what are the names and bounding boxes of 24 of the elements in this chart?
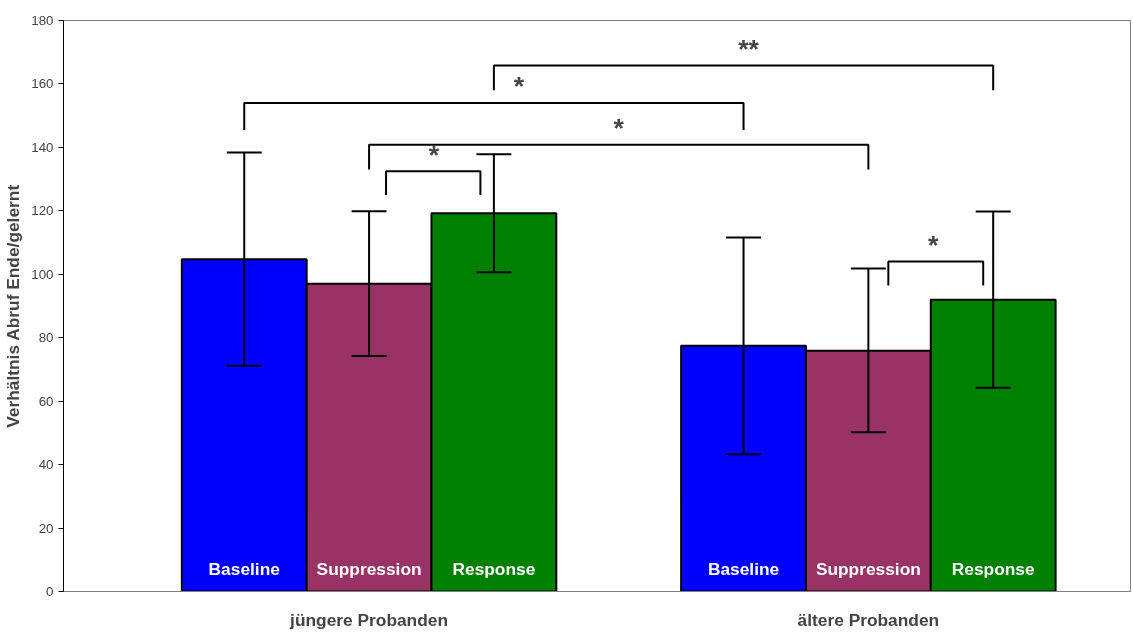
y-tick-label: 180 bbox=[31, 13, 54, 28]
y-tick-label: 60 bbox=[38, 393, 54, 409]
text: Suppression bbox=[316, 558, 422, 579]
text: Response bbox=[951, 558, 1035, 579]
series-label: Response bbox=[452, 558, 536, 579]
y-tick-label: 140 bbox=[31, 139, 54, 155]
annotation: ** bbox=[738, 33, 760, 64]
y-tick-label: 20 bbox=[38, 520, 54, 536]
series-label: Suppression bbox=[815, 558, 921, 579]
annotation: * bbox=[613, 113, 625, 144]
annotation: * bbox=[928, 230, 940, 260]
annotation: * bbox=[513, 71, 525, 102]
y-tick-label: 160 bbox=[31, 76, 54, 92]
y-axis-title: Verhältnis Abruf Ende/gelernt bbox=[3, 184, 24, 428]
y-tick-label: 120 bbox=[31, 203, 54, 219]
text: Baseline bbox=[707, 558, 780, 579]
x-tick-label: ältere Probanden bbox=[797, 609, 940, 630]
y-tick-label: 0 bbox=[46, 584, 54, 599]
series-label: Baseline bbox=[208, 558, 281, 579]
annotation: * bbox=[428, 139, 440, 170]
y-tick-label: 100 bbox=[31, 266, 54, 282]
y-tick-label: 40 bbox=[38, 457, 54, 473]
y-tick-label: 80 bbox=[38, 330, 54, 346]
x-tick-label: jüngere Probanden bbox=[289, 609, 449, 630]
